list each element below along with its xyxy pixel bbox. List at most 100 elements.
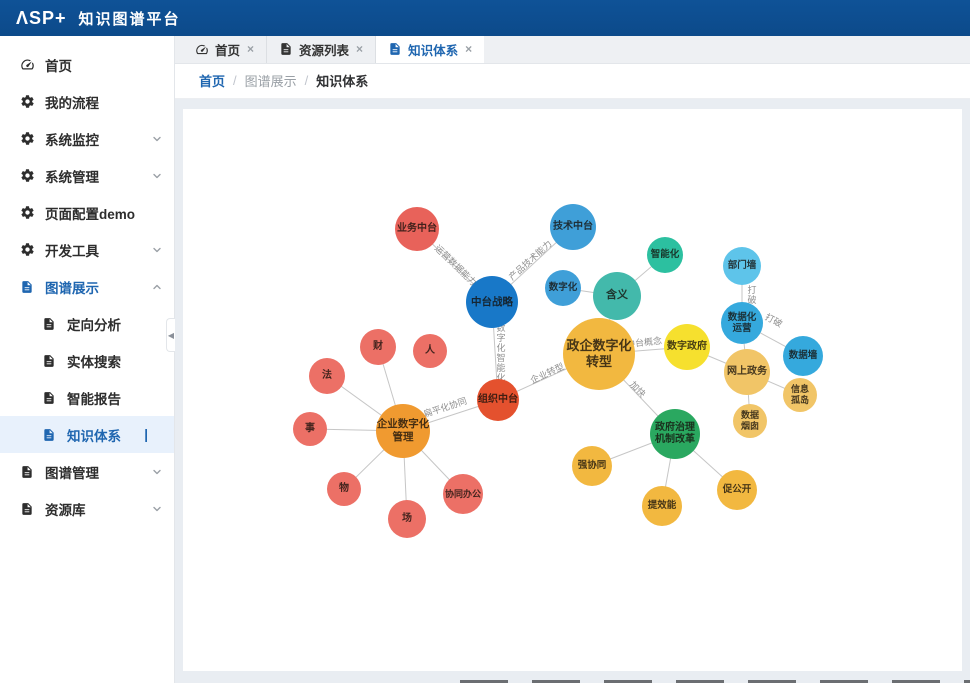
graph-node-meaning[interactable]: 含义 [593, 272, 641, 320]
breadcrumb-separator: / [304, 73, 309, 89]
breadcrumb-item[interactable]: 首页 [199, 74, 226, 90]
sidebar-item-dev-tools[interactable]: 开发工具 [0, 231, 174, 268]
graph-node-data-wall[interactable]: 数据墙 [783, 336, 823, 376]
sidebar-item-label: 资源库 [45, 502, 86, 518]
sidebar-item-label: 系统监控 [45, 132, 99, 148]
main-area: 首页 × 资源列表 × 知识体系 × 首页 / 图谱展示 / 知识体系 运营数据能力 产品技术能力数… [175, 36, 970, 683]
graph-canvas[interactable]: 运营数据能力 产品技术能力 数字化智能化 中台概念 加快 企业转型 打破 打破 扁平化协同 业务中… [183, 109, 962, 671]
sidebar-item-label: 页面配置demo [45, 206, 136, 222]
close-icon[interactable]: × [247, 42, 255, 57]
graph-node-promote-openness[interactable]: 促公开 [717, 470, 757, 510]
app-logo: ΛSP+ [16, 7, 67, 28]
doc-icon [20, 464, 36, 480]
sidebar-item-smart-report[interactable]: 智能报告 [0, 379, 174, 416]
doc-icon [42, 427, 58, 443]
doc-icon [20, 501, 36, 517]
sidebar-item-system-management[interactable]: 系统管理 [0, 157, 174, 194]
chevron-down-icon [152, 134, 162, 144]
tab-resource-list[interactable]: 资源列表 × [267, 36, 377, 63]
app-header: ΛSP+ 知识图谱平台 [0, 0, 970, 36]
chevron-down-icon [152, 504, 162, 514]
sidebar-item-home[interactable]: 首页 [0, 46, 174, 83]
tab-label: 首页 [215, 43, 241, 58]
doc-icon [279, 42, 293, 56]
dashboard-icon [195, 42, 209, 56]
gear-icon [20, 242, 36, 258]
graph-node-gov-ent-digital-transform[interactable]: 政企数字化 转型 [563, 318, 635, 390]
gear-icon [20, 168, 36, 184]
breadcrumb-separator: / [233, 73, 237, 89]
graph-node-online-gov-affairs[interactable]: 网上政务 [724, 349, 770, 395]
doc-icon [20, 279, 36, 295]
tab-home[interactable]: 首页 × [183, 36, 268, 63]
graph-node-middle-platform-strategy[interactable]: 中台战略 [466, 276, 518, 328]
sidebar-item-label: 开发工具 [45, 243, 99, 259]
chevron-down-icon [152, 245, 162, 255]
sidebar-item-knowledge-system[interactable]: 知识体系 | [0, 416, 174, 453]
doc-icon [42, 390, 58, 406]
sidebar-item-entity-search[interactable]: 实体搜索 [0, 342, 174, 379]
graph-node-site[interactable]: 场 [388, 500, 426, 538]
close-icon[interactable]: × [356, 42, 364, 57]
graph-node-data-chimney[interactable]: 数据 烟囱 [733, 404, 767, 438]
chevron-down-icon [152, 171, 162, 181]
bottom-edge-decoration [460, 680, 970, 683]
tab-bar: 首页 × 资源列表 × 知识体系 × [175, 36, 970, 64]
sidebar-item-page-config-demo[interactable]: 页面配置demo [0, 194, 174, 231]
graph-node-ent-digital-management[interactable]: 企业数字化 管理 [376, 404, 430, 458]
sidebar-item-graph-display[interactable]: 图谱展示 [0, 268, 174, 305]
graph-node-law[interactable]: 法 [309, 358, 345, 394]
graph-node-digitalization[interactable]: 数字化 [545, 270, 581, 306]
doc-icon [42, 316, 58, 332]
sidebar-item-directional-analysis[interactable]: 定向分析 [0, 305, 174, 342]
sidebar-item-label: 首页 [45, 58, 72, 74]
graph-node-gov-governance-reform[interactable]: 政府治理 机制改革 [650, 409, 700, 459]
sidebar-item-label: 图谱展示 [45, 280, 99, 296]
graph-node-people[interactable]: 人 [413, 334, 447, 368]
content-area: 运营数据能力 产品技术能力 数字化智能化 中台概念 加快 企业转型 打破 打破 扁平化协同 业务中… [175, 99, 970, 683]
graph-node-org-middle-platform[interactable]: 组织中台 [477, 379, 519, 421]
graph-edges [309, 226, 804, 520]
tab-label: 知识体系 [408, 43, 459, 58]
text-cursor: | [144, 427, 148, 442]
graph-node-digital-government[interactable]: 数字政府 [664, 324, 710, 370]
app-title: 知识图谱平台 [78, 10, 181, 28]
chevron-down-icon [152, 467, 162, 477]
sidebar-item-label: 实体搜索 [67, 354, 121, 370]
close-icon[interactable]: × [465, 42, 473, 57]
graph-node-info-silo[interactable]: 信息 孤岛 [783, 378, 817, 412]
graph-node-finance[interactable]: 财 [360, 329, 396, 365]
sidebar-item-resource-library[interactable]: 资源库 [0, 490, 174, 527]
sidebar-item-label: 系统管理 [45, 169, 99, 185]
tab-label: 资源列表 [299, 43, 350, 58]
graph-node-business-middle-platform[interactable]: 业务中台 [395, 207, 439, 251]
breadcrumb: 首页 / 图谱展示 / 知识体系 [175, 63, 970, 99]
doc-icon [388, 42, 402, 56]
dashboard-icon [20, 57, 36, 73]
sidebar: 首页我的流程系统监控系统管理页面配置demo 开发工具图谱展示定向分析实体搜索智能… [0, 36, 175, 683]
sidebar-item-my-flows[interactable]: 我的流程 [0, 83, 174, 120]
sidebar-item-system-monitor[interactable]: 系统监控 [0, 120, 174, 157]
sidebar-item-label: 定向分析 [67, 317, 121, 333]
graph-node-improve-efficiency[interactable]: 提效能 [642, 486, 682, 526]
breadcrumb-item: 知识体系 [316, 74, 369, 90]
sidebar-item-label: 我的流程 [45, 95, 99, 111]
doc-icon [42, 353, 58, 369]
sidebar-item-label: 图谱管理 [45, 465, 99, 481]
graph-node-affairs[interactable]: 事 [293, 412, 327, 446]
graph-node-intelligentization[interactable]: 智能化 [647, 237, 683, 273]
graph-node-department-wall[interactable]: 部门墙 [723, 247, 761, 285]
graph-node-tech-middle-platform[interactable]: 技术中台 [550, 204, 596, 250]
graph-node-goods[interactable]: 物 [327, 472, 361, 506]
tab-knowledge-system[interactable]: 知识体系 × [376, 36, 485, 63]
sidebar-item-label: 智能报告 [67, 391, 121, 407]
sidebar-collapse-handle[interactable]: ◀ [166, 318, 175, 352]
graph-node-collaborative-office[interactable]: 协同办公 [443, 474, 483, 514]
sidebar-item-label: 知识体系 [67, 428, 121, 444]
graph-node-data-operation[interactable]: 数据化 运营 [721, 302, 763, 344]
gear-icon [20, 205, 36, 221]
graph-node-strengthen-collaboration[interactable]: 强协同 [572, 446, 612, 486]
sidebar-menu: 首页我的流程系统监控系统管理页面配置demo 开发工具图谱展示定向分析实体搜索智能… [0, 46, 174, 527]
sidebar-item-graph-management[interactable]: 图谱管理 [0, 453, 174, 490]
gear-icon [20, 131, 36, 147]
